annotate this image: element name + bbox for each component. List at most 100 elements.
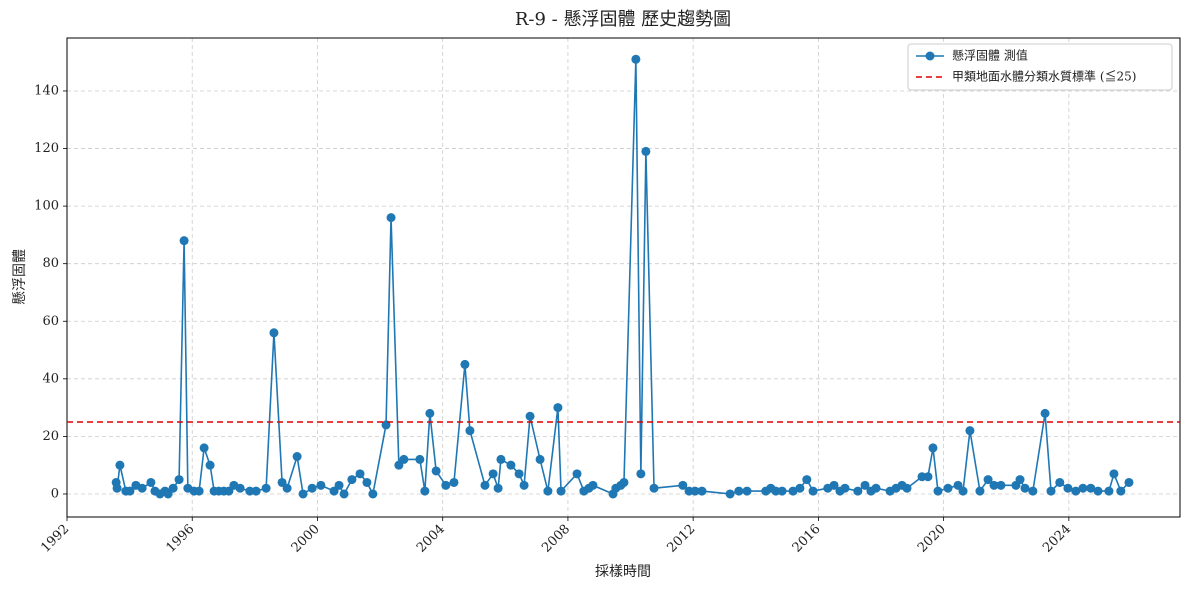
data-point — [1055, 477, 1065, 487]
legend-marker — [925, 51, 935, 61]
legend-label: 懸浮固體 測值 — [952, 48, 1028, 63]
data-point — [1040, 408, 1050, 418]
data-point — [245, 486, 255, 496]
data-point — [269, 328, 279, 338]
y-tick-label: 100 — [34, 199, 59, 214]
data-point — [307, 483, 317, 493]
data-point — [174, 475, 184, 485]
data-point — [420, 486, 430, 496]
data-point — [725, 489, 735, 499]
data-point — [1109, 469, 1119, 479]
data-point — [137, 483, 147, 493]
data-point — [316, 480, 326, 490]
x-tick-label: 2012 — [664, 522, 698, 556]
plot-frame — [66, 37, 1181, 518]
data-point — [860, 480, 870, 490]
data-point — [460, 359, 470, 369]
data-point — [840, 483, 850, 493]
data-point — [431, 466, 441, 476]
data-point — [1015, 475, 1025, 485]
data-point — [1124, 477, 1134, 487]
data-point — [441, 480, 451, 490]
data-point — [1028, 486, 1038, 496]
data-point — [871, 483, 881, 493]
x-tick-label: 2000 — [289, 522, 323, 556]
data-point — [368, 489, 378, 499]
data-point — [649, 483, 659, 493]
data-point — [829, 480, 839, 490]
data-point — [282, 483, 292, 493]
data-point — [795, 483, 805, 493]
data-point — [923, 472, 933, 482]
data-point — [1104, 486, 1114, 496]
data-point — [480, 480, 490, 490]
data-point — [334, 480, 344, 490]
data-point — [1020, 483, 1030, 493]
data-point — [1093, 486, 1103, 496]
data-point — [690, 486, 700, 496]
data-point — [678, 480, 688, 490]
data-point — [1063, 483, 1073, 493]
data-point — [525, 411, 535, 421]
data-point — [958, 486, 968, 496]
y-tick-label: 40 — [42, 371, 59, 386]
data-point — [146, 477, 156, 487]
data-point — [465, 426, 475, 436]
x-tick-label: 2024 — [1040, 522, 1074, 556]
data-point — [553, 403, 563, 413]
data-point — [292, 452, 302, 462]
data-point — [1071, 486, 1081, 496]
data-point — [347, 475, 357, 485]
data-point — [514, 469, 524, 479]
data-point — [808, 486, 818, 496]
data-point — [543, 486, 553, 496]
x-tick-label: 2020 — [915, 522, 949, 556]
data-point — [415, 454, 425, 464]
data-point — [853, 486, 863, 496]
data-point — [928, 443, 938, 453]
data-point — [425, 408, 435, 418]
data-line — [115, 59, 1130, 497]
data-point — [734, 486, 744, 496]
data-point — [697, 486, 707, 496]
x-axis-label: 採樣時間 — [595, 563, 651, 580]
data-point — [983, 475, 993, 485]
data-point — [519, 480, 529, 490]
data-point — [355, 469, 365, 479]
data-point — [588, 480, 598, 490]
data-point — [1116, 486, 1126, 496]
x-tick-label: 1992 — [38, 522, 72, 556]
data-point — [802, 475, 812, 485]
y-tick-label: 0 — [51, 486, 59, 501]
data-point — [168, 483, 178, 493]
data-point — [399, 454, 409, 464]
data-point — [1078, 483, 1088, 493]
data-point — [975, 486, 985, 496]
data-point — [506, 460, 516, 470]
chart-title: R-9 - 懸浮固體 歷史趨勢圖 — [515, 9, 731, 30]
y-tick-label: 60 — [42, 314, 59, 329]
data-point — [989, 480, 999, 490]
data-point — [933, 486, 943, 496]
data-point — [235, 483, 245, 493]
data-point — [261, 483, 271, 493]
data-point — [496, 454, 506, 464]
data-point — [449, 477, 459, 487]
y-tick-label: 140 — [34, 83, 59, 98]
data-point — [902, 483, 912, 493]
data-point — [631, 54, 641, 64]
data-point — [251, 486, 261, 496]
y-axis-label: 懸浮固體 — [12, 249, 28, 305]
data-point — [636, 469, 646, 479]
data-point — [996, 480, 1006, 490]
data-point — [199, 443, 209, 453]
x-tick-label: 2004 — [414, 522, 448, 556]
x-tick-label: 2016 — [790, 522, 824, 556]
data-point — [965, 426, 975, 436]
data-point — [493, 483, 503, 493]
data-point — [556, 486, 566, 496]
data-point — [771, 486, 781, 496]
legend-box — [907, 43, 1173, 91]
data-point — [205, 460, 215, 470]
